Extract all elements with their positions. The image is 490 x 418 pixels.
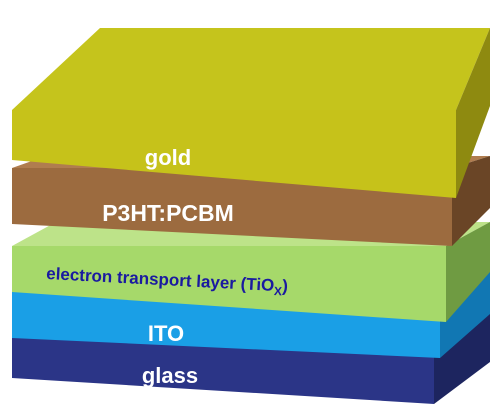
etl-front-face xyxy=(12,246,446,322)
gold-front-face xyxy=(12,110,456,198)
gold-label: gold xyxy=(145,145,191,170)
glass-front-face xyxy=(12,338,434,404)
gold-side-face xyxy=(456,28,490,198)
etl-side-face xyxy=(446,222,490,322)
layer-gold: gold xyxy=(12,28,490,198)
etl-label-subscript: X xyxy=(274,284,283,298)
glass-label: glass xyxy=(142,363,198,388)
etl-label-suffix: ) xyxy=(282,276,289,295)
p3ht-label: P3HT:PCBM xyxy=(102,200,234,226)
ito-label: ITO xyxy=(148,321,184,346)
gold-top-face xyxy=(12,28,490,110)
